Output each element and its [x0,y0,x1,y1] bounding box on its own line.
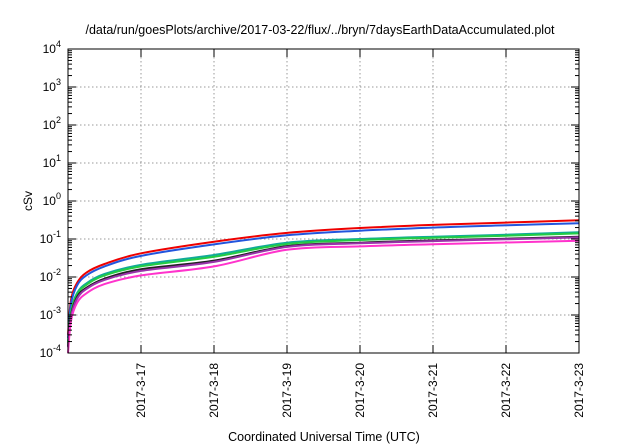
series-line-6 [67,236,580,348]
x-tick-label: 2017-3-23 [572,363,586,418]
y-tick-label: 104 [43,39,61,56]
grid-lines [68,49,579,353]
y-tick-labels: 10-4 10-3 10-2 10-1 100 101 102 103 104 [40,39,61,360]
y-tick-label: 101 [43,153,61,170]
x-tick-label: 2017-3-22 [499,363,513,418]
y-tick-label: 10-2 [40,267,61,284]
x-tick-label: 2017-3-20 [353,363,367,418]
series-line-3 [67,231,580,342]
y-tick-label: 103 [43,77,61,94]
x-tick-labels: 2017-3-17 2017-3-18 2017-3-19 2017-3-20 2017… [134,363,586,418]
x-tick-label: 2017-3-17 [134,363,148,418]
series-line-1 [67,219,580,335]
series-layer [67,219,580,354]
y-tick-label: 102 [43,115,61,132]
series-line-4 [67,232,580,344]
y-tick-label: 100 [43,191,61,208]
x-tick-label: 2017-3-21 [426,363,440,418]
series-line-2 [67,222,580,338]
y-tick-label: 10-1 [40,229,61,246]
series-line-7 [67,239,580,354]
x-axis-label: Coordinated Universal Time (UTC) [228,430,420,444]
y-tick-label: 10-3 [40,305,61,322]
x-tick-label: 2017-3-18 [207,363,221,418]
tick-marks [68,48,580,354]
chart-title: /data/run/goesPlots/archive/2017-03-22/f… [85,23,555,37]
x-tick-label: 2017-3-19 [280,363,294,418]
y-axis-label: cSv [21,191,35,211]
y-tick-label: 10-4 [40,343,61,360]
